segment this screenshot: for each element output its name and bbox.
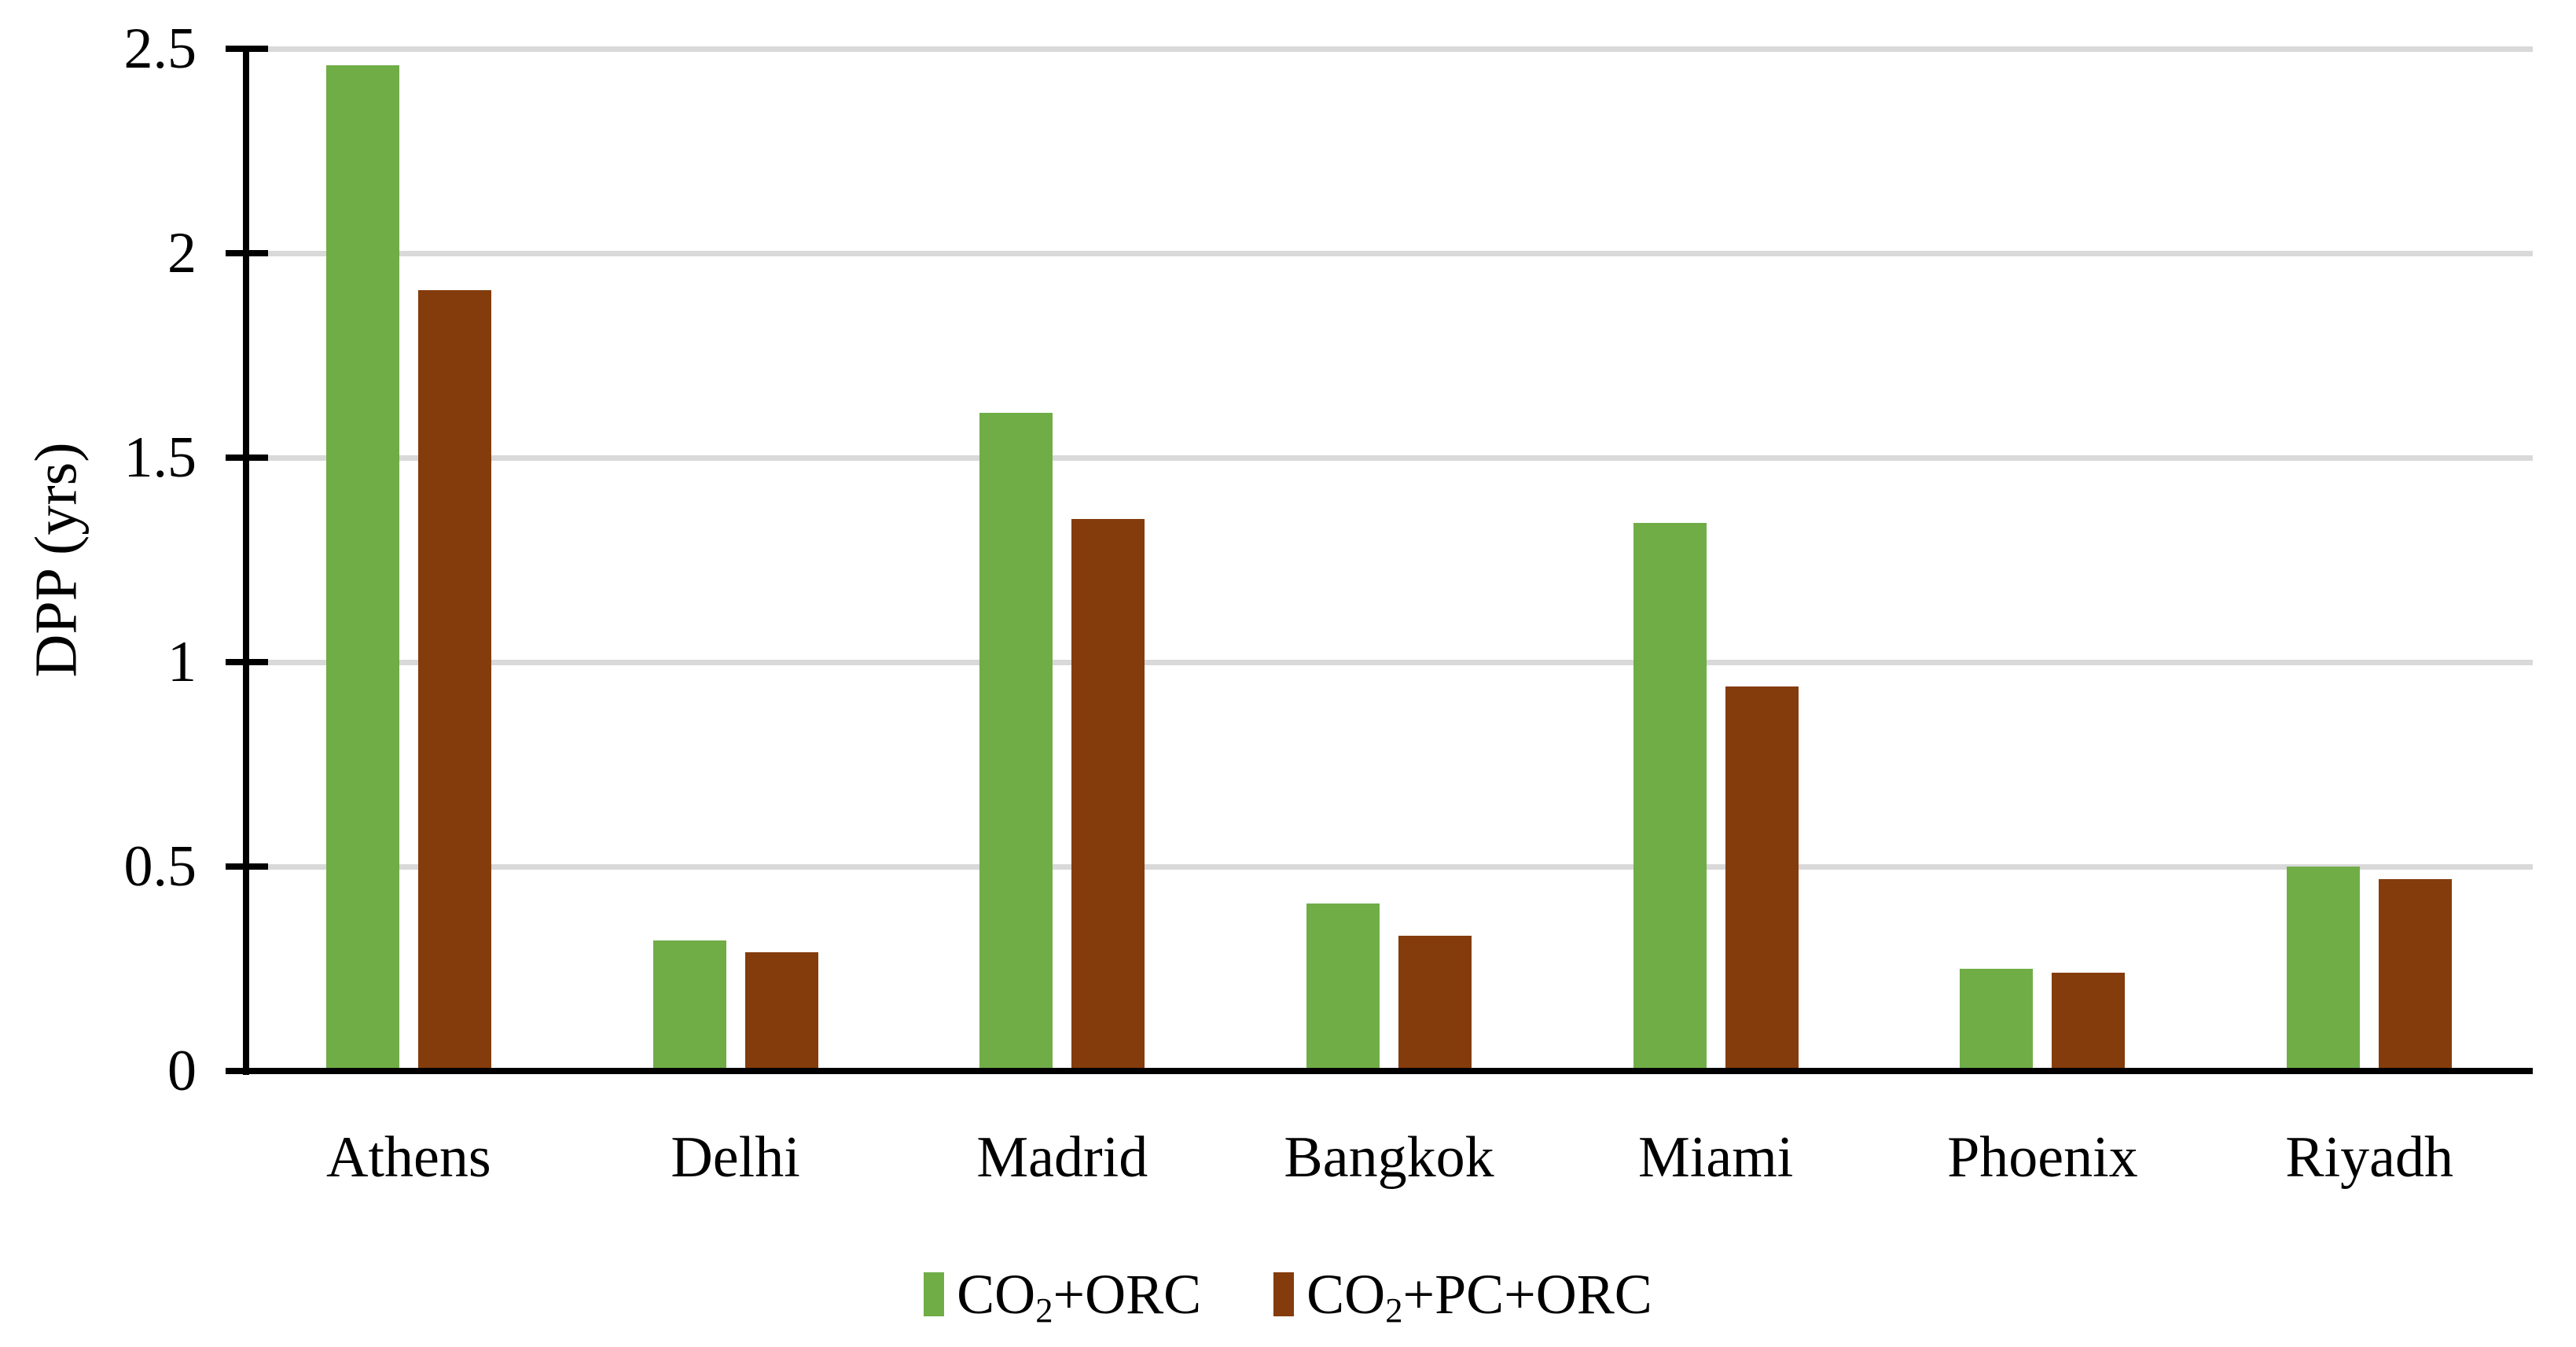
x-axis-label-athens: Athens (326, 1125, 491, 1190)
y-tick-label: 0.5 (123, 834, 197, 899)
x-axis-line (226, 1068, 2533, 1074)
bar-madrid-co-orc (979, 412, 1053, 1071)
bar-delhi-co-orc (652, 940, 726, 1071)
bar-phoenix-co-pc-orc (2052, 973, 2126, 1071)
bar-athens-co-orc (325, 64, 399, 1071)
legend-swatch-co-orc (924, 1272, 945, 1316)
legend-item-co-orc: CO2+ORC (924, 1263, 1202, 1330)
bar-athens-co-pc-orc (417, 289, 491, 1071)
bar-phoenix-co-orc (1960, 969, 2034, 1071)
legend-item-co-pc-orc: CO2+PC+ORC (1273, 1263, 1652, 1330)
bar-bangkok-co-pc-orc (1398, 936, 1472, 1071)
y-axis-line (243, 46, 249, 1075)
bar-riyadh-co-pc-orc (2379, 878, 2453, 1071)
gridline (268, 660, 2533, 665)
bar-miami-co-orc (1633, 523, 1707, 1071)
bar-riyadh-co-orc (2287, 867, 2361, 1071)
x-axis-label-phoenix: Phoenix (1947, 1125, 2138, 1190)
bar-miami-co-pc-orc (1725, 686, 1799, 1071)
x-axis-label-miami: Miami (1638, 1125, 1794, 1190)
legend-swatch-co-pc-orc (1273, 1272, 1295, 1316)
y-tick-label: 2 (167, 221, 197, 285)
gridline (268, 46, 2533, 52)
gridline (268, 455, 2533, 461)
x-axis-label-delhi: Delhi (671, 1125, 800, 1190)
y-tick-label: 1.5 (123, 425, 197, 490)
x-axis-label-bangkok: Bangkok (1284, 1125, 1494, 1190)
bar-madrid-co-pc-orc (1071, 519, 1145, 1071)
gridline (268, 251, 2533, 256)
x-axis-label-madrid: Madrid (976, 1125, 1148, 1190)
legend: CO2+ORC CO2+PC+ORC (0, 1257, 2576, 1332)
y-tick-label: 2.5 (123, 17, 197, 81)
y-tick-label: 0 (167, 1039, 197, 1103)
legend-label: CO2+PC+ORC (1306, 1263, 1652, 1330)
x-axis-label-riyadh: Riyadh (2285, 1125, 2454, 1190)
gridline (268, 864, 2533, 870)
bar-delhi-co-pc-orc (744, 952, 818, 1071)
y-tick-label: 1 (167, 630, 197, 694)
legend-label: CO2+ORC (957, 1263, 1202, 1330)
bar-bangkok-co-orc (1306, 903, 1380, 1071)
